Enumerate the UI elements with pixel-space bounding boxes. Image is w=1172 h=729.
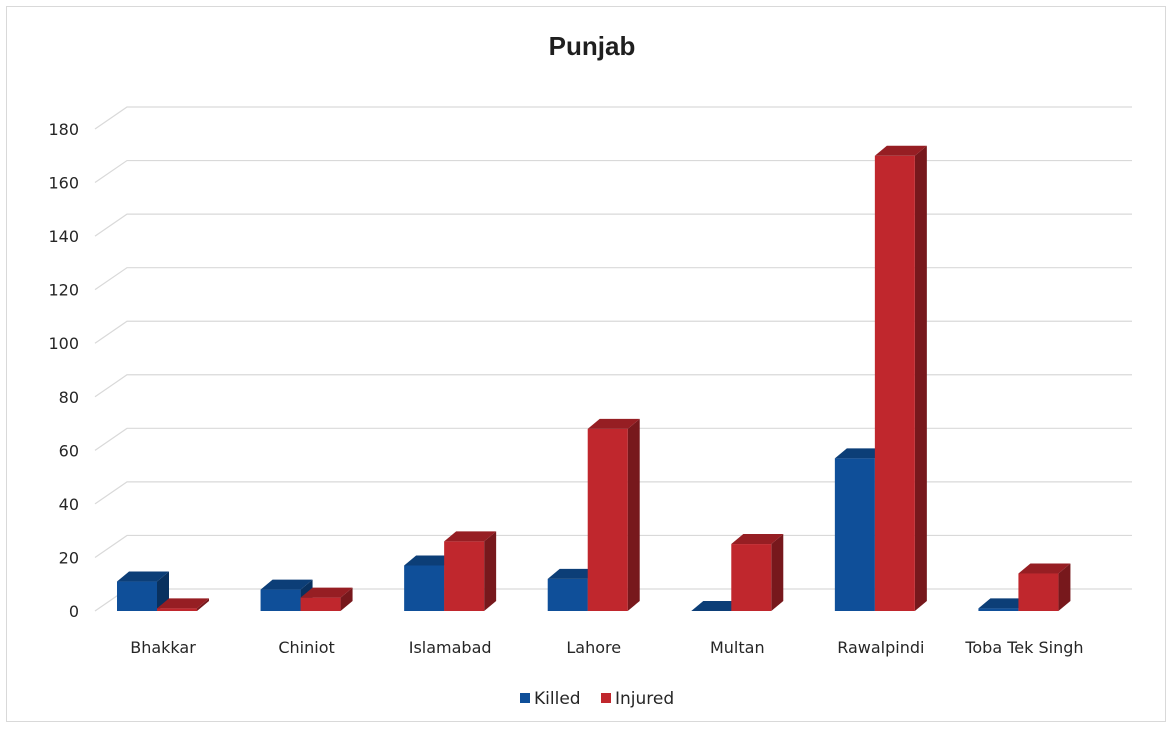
bar-top-face — [1018, 563, 1071, 574]
bar-side-face — [627, 418, 640, 611]
bar-top-face — [587, 418, 640, 429]
y-tick-label: 140 — [48, 227, 79, 246]
bar-front-face — [404, 565, 445, 611]
gridline — [94, 267, 1132, 291]
y-tick-label: 120 — [48, 281, 79, 300]
bar-front-face — [731, 544, 772, 611]
gridline — [94, 320, 1132, 344]
x-tick-label: Bhakkar — [130, 638, 196, 657]
bar-front-face — [260, 589, 301, 611]
bar-side-face — [914, 145, 927, 611]
y-axis-ticks: 0 20 40 60 80 100 120 140 160 180 — [48, 120, 79, 621]
bar-top-face — [731, 534, 784, 545]
bar-front-face — [300, 597, 341, 611]
bar-killed — [117, 571, 169, 611]
legend-item-killed: Killed — [520, 689, 581, 709]
bar-killed — [260, 579, 313, 611]
bar-top-face — [978, 598, 1031, 609]
y-tick-label: 20 — [59, 548, 79, 567]
y-tick-label: 0 — [69, 602, 79, 621]
bar-side-face — [197, 598, 209, 611]
y-tick-label: 80 — [59, 388, 79, 407]
legend-item-injured: Injured — [601, 689, 674, 709]
legend: Killed Injured — [520, 689, 674, 709]
legend-swatch — [601, 693, 611, 703]
gridline — [94, 534, 1132, 558]
bar-killed — [691, 601, 744, 611]
bar-injured — [157, 598, 209, 611]
bar-front-face — [874, 155, 915, 611]
bar-injured — [444, 531, 497, 611]
legend-label: Killed — [534, 689, 581, 709]
gridline — [94, 213, 1132, 237]
gridline — [94, 481, 1132, 505]
gridline — [94, 159, 1132, 184]
y-tick-label: 100 — [48, 334, 79, 353]
bar-injured — [300, 587, 353, 611]
bar-front-face — [117, 581, 157, 611]
bar-top-face — [691, 601, 744, 611]
bar-top-face — [834, 448, 887, 459]
bar-front-face — [444, 541, 485, 611]
bar-chart: 0 20 40 60 80 100 120 140 160 180 Bhakkar Chiniot I… — [48, 31, 1132, 709]
bar-side-face — [484, 531, 497, 611]
bar-top-face — [874, 145, 927, 156]
y-tick-label: 60 — [59, 441, 79, 460]
bar-top-face — [444, 531, 497, 542]
bar-front-face — [157, 608, 197, 611]
bar-side-face — [1058, 563, 1071, 611]
bar-top-face — [547, 568, 600, 579]
legend-label: Injured — [615, 689, 674, 709]
y-tick-label: 40 — [59, 495, 79, 514]
bar-side-face — [340, 587, 353, 611]
bar-top-face — [260, 579, 313, 590]
bar-front-face — [587, 428, 628, 611]
x-tick-label: Lahore — [566, 638, 621, 657]
x-tick-label: Rawalpindi — [837, 638, 924, 657]
y-tick-label: 180 — [48, 120, 79, 139]
bar-front-face — [547, 578, 588, 611]
chart-frame: 0 20 40 60 80 100 120 140 160 180 Bhakkar Chiniot I… — [6, 6, 1166, 722]
bar-front-face — [1018, 573, 1059, 611]
bar-injured — [731, 534, 784, 611]
gridline — [94, 374, 1132, 398]
x-tick-label: Toba Tek Singh — [964, 638, 1083, 657]
bar-front-face — [978, 608, 1019, 611]
chart-title: Punjab — [549, 31, 636, 61]
bar-top-face — [117, 571, 169, 582]
gridline — [94, 427, 1132, 451]
bar-side-face — [771, 534, 784, 611]
bar-top-face — [300, 587, 353, 598]
bar-injured — [587, 418, 640, 611]
bar-injured — [874, 145, 927, 611]
bar-top-face — [404, 555, 457, 566]
legend-swatch — [520, 693, 530, 703]
y-tick-label: 160 — [48, 174, 79, 193]
bar-top-face — [157, 598, 209, 609]
bars — [117, 145, 1071, 611]
bar-injured — [1018, 563, 1071, 611]
x-axis-labels: Bhakkar Chiniot Islamabad Lahore Multan Rawal… — [130, 638, 1083, 657]
x-tick-label: Chiniot — [278, 638, 334, 657]
x-tick-label: Islamabad — [409, 638, 492, 657]
gridline — [94, 106, 1132, 130]
x-tick-label: Multan — [710, 638, 765, 657]
bar-front-face — [834, 458, 875, 611]
gridlines — [94, 106, 1132, 612]
